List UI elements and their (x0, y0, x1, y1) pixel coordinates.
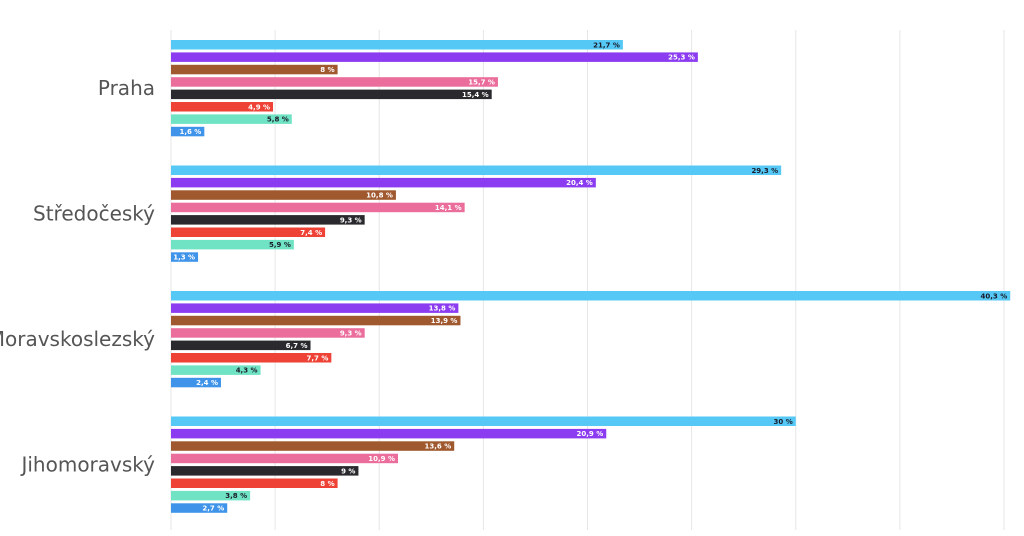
value-label: 4,3 % (236, 367, 258, 375)
value-label: 7,7 % (306, 354, 328, 362)
bar-stredocesky-7 (171, 239, 294, 250)
value-label: 1,6 % (179, 128, 201, 136)
value-label: 9,3 % (340, 216, 362, 224)
value-label: 29,3 % (751, 167, 778, 175)
value-label: 8 % (320, 480, 334, 488)
bar-moravskoslezsky-5 (171, 340, 311, 351)
bar-stredocesky-5 (171, 215, 365, 225)
value-labels: 21,7 % 25,3 % 8 % 15,7 % 15,4 % 4,9 % 5,8 % 1,6… (173, 41, 1007, 512)
bar-stredocesky-3 (171, 190, 396, 200)
category-label: Jihomoravský (19, 453, 155, 477)
value-label: 15,4 % (462, 91, 489, 99)
bar-stredocesky-6 (171, 227, 326, 237)
bar-praha-8 (171, 126, 205, 137)
value-label: 1,3 % (173, 254, 195, 262)
bar-jihomoravsky-8 (171, 503, 228, 513)
bar-jihomoravsky-7 (171, 490, 251, 501)
bar-jihomoravsky-3 (171, 441, 455, 451)
bar-moravskoslezsky-2 (171, 303, 459, 313)
bar-stredocesky-8 (171, 252, 199, 262)
value-label: 5,9 % (269, 241, 291, 249)
bar-jihomoravsky-2 (171, 428, 607, 439)
bar-moravskoslezsky-8 (171, 377, 221, 388)
bar-moravskoslezsky-6 (171, 353, 332, 363)
bar-praha-6 (171, 102, 274, 112)
category-labels: Praha Středočeský Moravskoslezský Jihomorav… (0, 76, 155, 477)
bar-stredocesky-2 (171, 177, 596, 188)
value-label: 40,3 % (981, 292, 1008, 300)
bar-moravskoslezsky-7 (171, 365, 261, 375)
bar-praha-4 (171, 77, 498, 87)
value-label: 4,9 % (248, 103, 270, 111)
value-label: 7,4 % (300, 229, 322, 237)
bar-moravskoslezsky-4 (171, 328, 365, 338)
value-label: 20,4 % (566, 179, 593, 187)
bar-praha-7 (171, 114, 292, 124)
bar-moravskoslezsky-3 (171, 315, 461, 326)
bars (171, 40, 1011, 513)
value-label: 9,3 % (340, 329, 362, 337)
bar-jihomoravsky-1 (171, 416, 796, 426)
bar-praha-1 (171, 40, 623, 50)
category-label: Středočeský (33, 202, 155, 226)
value-label: 10,9 % (368, 455, 395, 463)
value-label: 13,6 % (424, 443, 451, 451)
bar-praha-3 (171, 64, 338, 75)
category-label: Praha (98, 76, 155, 100)
value-label: 15,7 % (468, 78, 495, 86)
category-label: Moravskoslezský (0, 327, 155, 351)
bar-stredocesky-1 (171, 165, 782, 175)
value-label: 5,8 % (267, 116, 289, 124)
bar-moravskoslezsky-1 (171, 291, 1011, 301)
bar-stredocesky-4 (171, 202, 465, 213)
value-label: 25,3 % (668, 54, 695, 62)
value-label: 8 % (320, 66, 334, 74)
value-label: 14,1 % (435, 204, 462, 212)
bar-praha-2 (171, 52, 698, 62)
bar-jihomoravsky-4 (171, 453, 398, 464)
value-label: 30 % (774, 418, 793, 426)
value-label: 3,8 % (225, 492, 247, 500)
value-label: 2,4 % (196, 379, 218, 387)
value-label: 21,7 % (593, 41, 620, 49)
value-label: 10,8 % (366, 192, 393, 200)
value-label: 13,9 % (431, 317, 458, 325)
bar-jihomoravsky-6 (171, 478, 338, 488)
bar-jihomoravsky-5 (171, 466, 359, 476)
gridlines (170, 30, 1005, 530)
value-label: 2,7 % (202, 505, 224, 513)
bar-praha-5 (171, 89, 492, 100)
value-label: 20,9 % (577, 430, 604, 438)
value-label: 13,8 % (429, 305, 456, 313)
value-label: 6,7 % (286, 342, 308, 350)
value-label: 9 % (341, 467, 355, 475)
